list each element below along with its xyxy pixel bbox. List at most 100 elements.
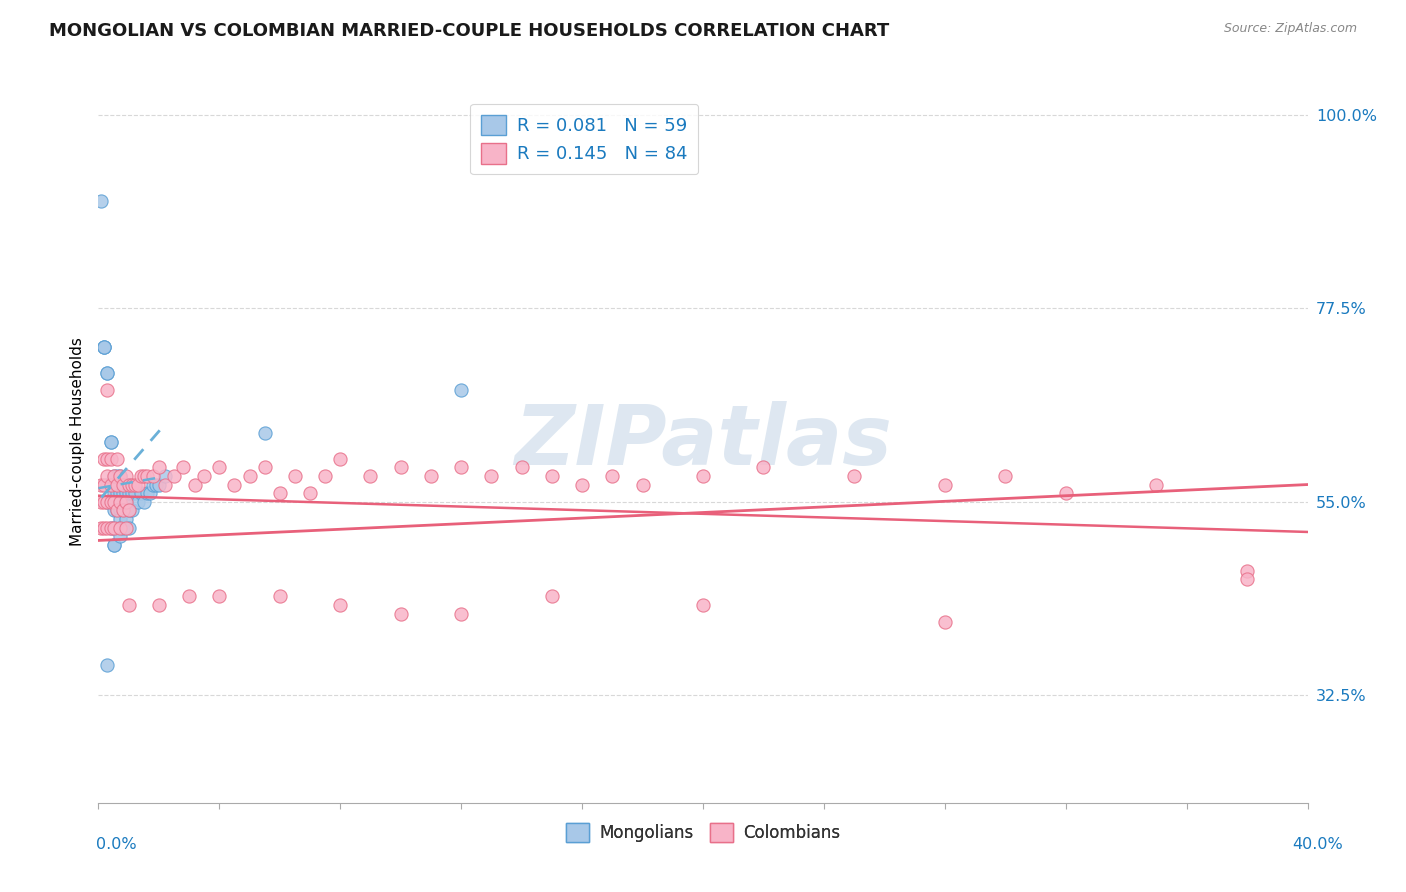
Point — [96, 494, 118, 508]
Point — [103, 503, 125, 517]
Text: 0.0%: 0.0% — [96, 837, 136, 852]
Point — [284, 469, 307, 483]
Point — [135, 486, 157, 500]
Point — [108, 520, 131, 534]
Point — [510, 460, 533, 475]
Point — [96, 520, 118, 534]
Point — [1236, 564, 1258, 578]
Point — [108, 520, 131, 534]
Point — [108, 529, 131, 543]
Point — [100, 477, 122, 491]
Point — [96, 477, 118, 491]
Point — [105, 477, 128, 491]
Text: Source: ZipAtlas.com: Source: ZipAtlas.com — [1223, 22, 1357, 36]
Point — [93, 494, 115, 508]
Point — [253, 460, 276, 475]
Point — [540, 469, 562, 483]
Point — [299, 486, 322, 500]
Point — [148, 460, 170, 475]
Point — [193, 469, 215, 483]
Point — [118, 503, 141, 517]
Point — [96, 469, 118, 483]
Point — [100, 520, 122, 534]
Point — [148, 598, 170, 612]
Point — [118, 486, 141, 500]
Point — [114, 494, 136, 508]
Point — [121, 477, 143, 491]
Point — [100, 434, 122, 449]
Point — [1054, 486, 1077, 500]
Legend: Mongolians, Colombians: Mongolians, Colombians — [560, 816, 846, 848]
Point — [90, 520, 112, 534]
Point — [103, 469, 125, 483]
Point — [108, 486, 131, 500]
Point — [103, 469, 125, 483]
Point — [253, 425, 276, 440]
Point — [103, 494, 125, 508]
Point — [105, 494, 128, 508]
Point — [111, 520, 134, 534]
Point — [540, 590, 562, 604]
Point — [103, 538, 125, 552]
Point — [105, 469, 128, 483]
Point — [105, 520, 128, 534]
Text: ZIPatlas: ZIPatlas — [515, 401, 891, 482]
Point — [127, 494, 149, 508]
Point — [752, 460, 775, 475]
Point — [121, 486, 143, 500]
Point — [153, 469, 176, 483]
Point — [100, 520, 122, 534]
Point — [692, 469, 714, 483]
Point — [208, 590, 231, 604]
Point — [100, 494, 122, 508]
Point — [124, 486, 146, 500]
Point — [1144, 477, 1167, 491]
Point — [631, 477, 654, 491]
Point — [239, 469, 262, 483]
Point — [111, 494, 134, 508]
Point — [329, 451, 352, 466]
Point — [481, 469, 503, 483]
Point — [103, 486, 125, 500]
Point — [108, 469, 131, 483]
Point — [450, 607, 472, 621]
Point — [100, 451, 122, 466]
Point — [118, 598, 141, 612]
Point — [118, 520, 141, 534]
Point — [96, 366, 118, 380]
Point — [184, 477, 207, 491]
Point — [108, 469, 131, 483]
Point — [100, 434, 122, 449]
Point — [124, 477, 146, 491]
Point — [148, 477, 170, 491]
Point — [450, 383, 472, 397]
Point — [934, 477, 956, 491]
Point — [114, 486, 136, 500]
Point — [93, 520, 115, 534]
Point — [135, 469, 157, 483]
Point — [100, 494, 122, 508]
Point — [139, 486, 162, 500]
Point — [114, 520, 136, 534]
Point — [100, 477, 122, 491]
Point — [844, 469, 866, 483]
Point — [96, 494, 118, 508]
Point — [692, 598, 714, 612]
Point — [108, 477, 131, 491]
Point — [114, 469, 136, 483]
Point — [329, 598, 352, 612]
Text: 40.0%: 40.0% — [1292, 837, 1343, 852]
Point — [90, 194, 112, 208]
Point — [108, 494, 131, 508]
Point — [103, 520, 125, 534]
Point — [153, 477, 176, 491]
Point — [163, 469, 186, 483]
Point — [108, 494, 131, 508]
Point — [269, 486, 291, 500]
Point — [994, 469, 1017, 483]
Point — [132, 469, 155, 483]
Y-axis label: Married-couple Households: Married-couple Households — [69, 337, 84, 546]
Point — [450, 460, 472, 475]
Point — [114, 494, 136, 508]
Point — [389, 460, 412, 475]
